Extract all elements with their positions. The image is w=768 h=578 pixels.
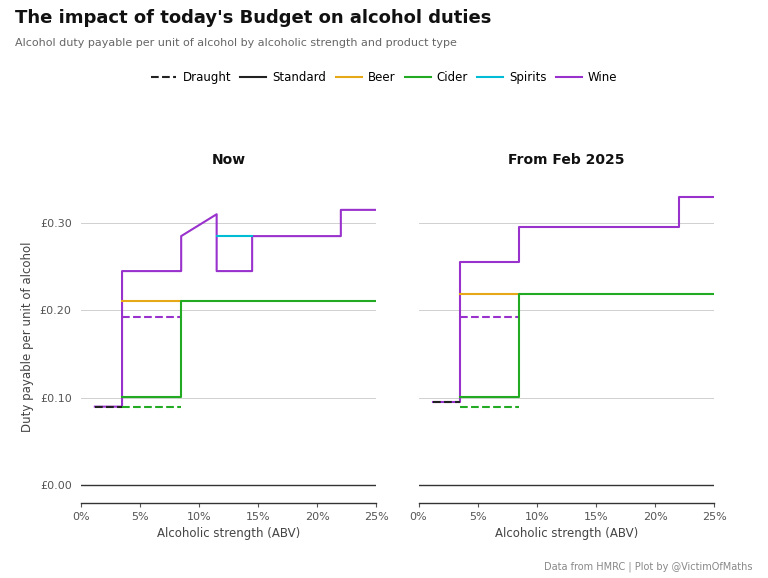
Text: Alcohol duty payable per unit of alcohol by alcoholic strength and product type: Alcohol duty payable per unit of alcohol… — [15, 38, 457, 47]
Y-axis label: Duty payable per unit of alcohol: Duty payable per unit of alcohol — [22, 242, 35, 432]
Text: The impact of today's Budget on alcohol duties: The impact of today's Budget on alcohol … — [15, 9, 492, 27]
Text: Data from HMRC | Plot by @VictimOfMaths: Data from HMRC | Plot by @VictimOfMaths — [545, 562, 753, 572]
Title: Now: Now — [211, 153, 246, 166]
Legend: Draught, Standard, Beer, Cider, Spirits, Wine: Draught, Standard, Beer, Cider, Spirits,… — [146, 66, 622, 89]
X-axis label: Alcoholic strength (ABV): Alcoholic strength (ABV) — [495, 528, 638, 540]
X-axis label: Alcoholic strength (ABV): Alcoholic strength (ABV) — [157, 528, 300, 540]
Title: From Feb 2025: From Feb 2025 — [508, 153, 624, 166]
